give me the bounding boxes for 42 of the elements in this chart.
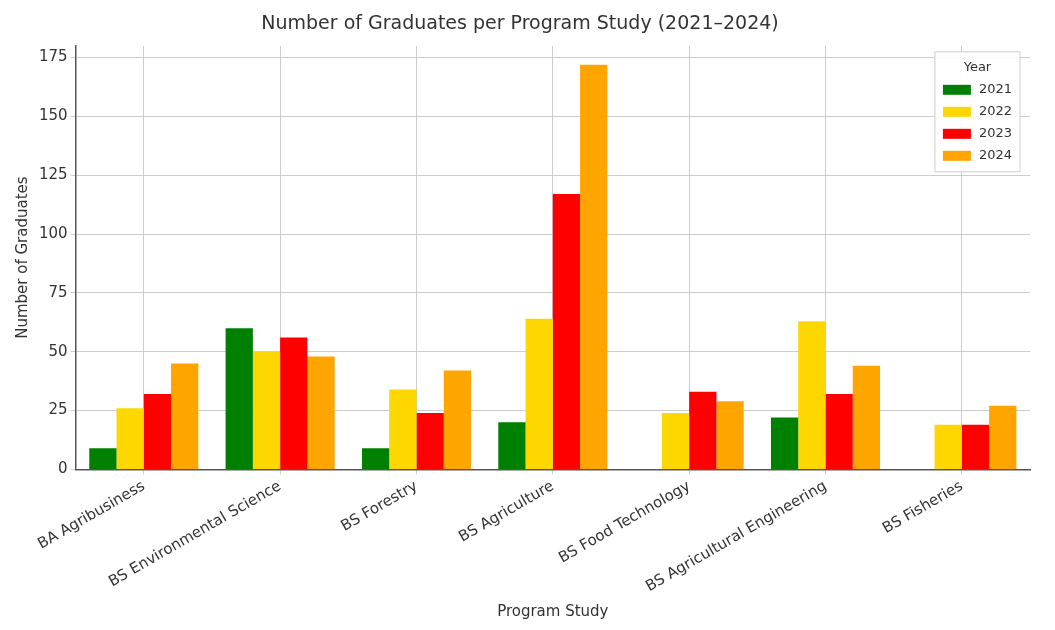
bar	[661, 412, 690, 469]
bar	[825, 394, 853, 469]
y-tick-label: 75	[48, 282, 68, 301]
bar	[798, 321, 826, 469]
legend-label: 2021	[978, 81, 1013, 97]
bar	[116, 408, 144, 469]
y-tick-label: 50	[48, 341, 68, 360]
y-tick-label: 125	[38, 165, 68, 184]
bar	[389, 389, 417, 469]
bar	[934, 424, 962, 469]
bar	[852, 365, 881, 469]
y-tick-label: 0	[58, 459, 68, 478]
legend-label: 2023	[978, 125, 1013, 141]
bar	[143, 394, 172, 469]
bar	[716, 401, 744, 469]
bar	[307, 356, 335, 469]
bar	[225, 328, 253, 469]
bar	[280, 337, 308, 469]
bar	[525, 318, 553, 469]
bar	[961, 424, 990, 469]
y-tick-label: 100	[38, 223, 68, 242]
bar	[252, 351, 281, 469]
bar	[498, 422, 526, 469]
chart-title: Number of Graduates per Program Study (2021–2024)	[261, 11, 779, 34]
y-tick-label: 175	[38, 47, 68, 66]
bar	[580, 64, 608, 469]
legend-title: Year	[962, 59, 992, 75]
bar	[171, 363, 199, 469]
legend-label: 2024	[978, 147, 1013, 163]
bar	[416, 412, 444, 469]
bar	[689, 391, 717, 469]
bar	[89, 448, 117, 469]
bar	[443, 370, 472, 469]
x-axis-title: Program Study	[497, 601, 609, 620]
y-tick-label: 150	[38, 106, 68, 125]
y-tick-label: 25	[48, 400, 68, 419]
bar	[770, 417, 799, 469]
legend-label: 2022	[978, 103, 1013, 119]
bar	[552, 194, 581, 469]
bar	[989, 405, 1017, 469]
y-axis-title: Number of Graduates	[12, 176, 31, 339]
bar	[361, 448, 390, 469]
